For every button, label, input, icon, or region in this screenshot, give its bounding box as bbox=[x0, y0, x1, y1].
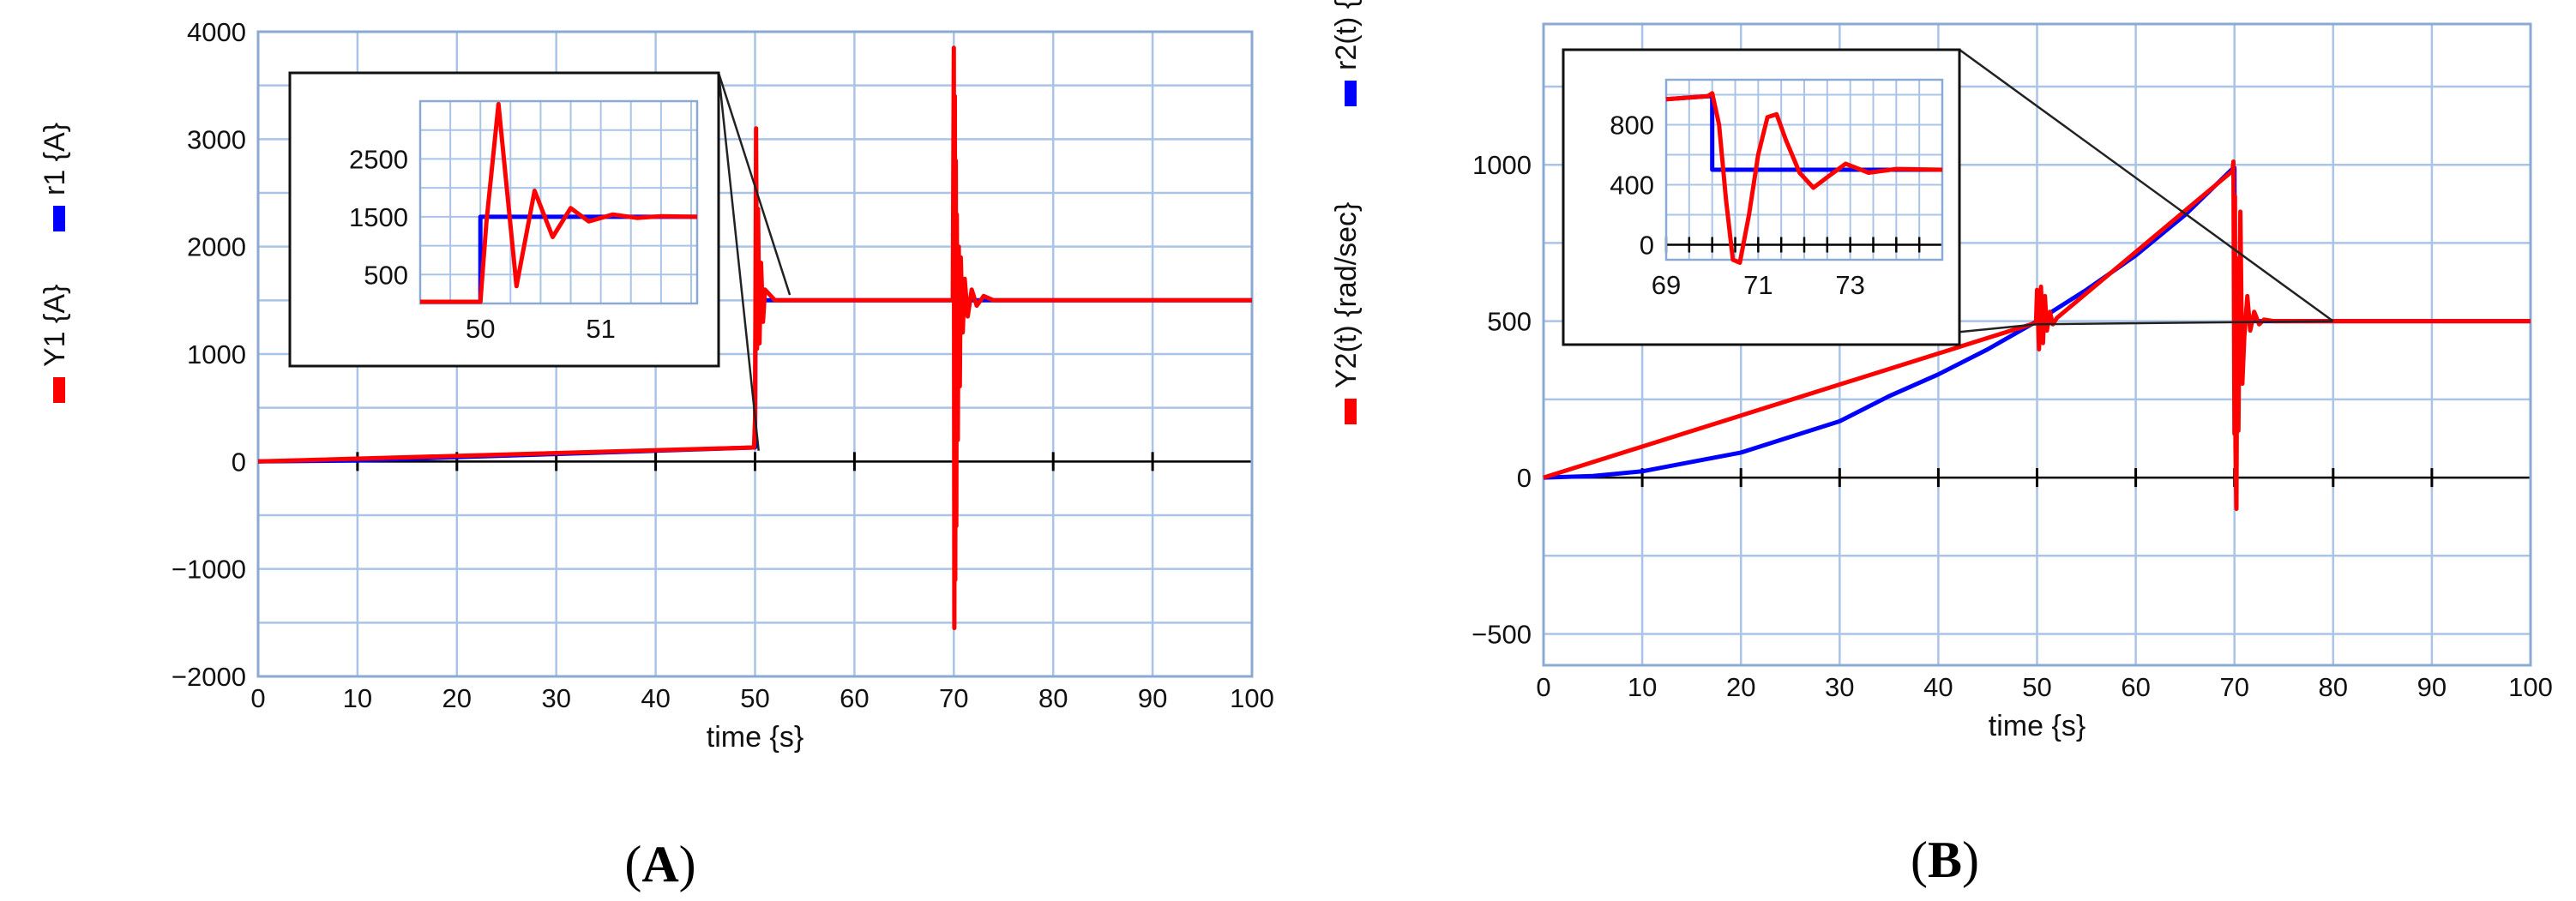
a-inset-y-tick-label: 500 bbox=[364, 260, 408, 290]
a-inset-x-tick-label: 50 bbox=[466, 314, 495, 344]
a-legend-marker bbox=[53, 206, 65, 231]
a-y-tick-label: 0 bbox=[232, 447, 246, 477]
b-x-tick-label: 30 bbox=[1825, 672, 1854, 702]
b-x-tick-label: 10 bbox=[1628, 672, 1657, 702]
a-x-tick-label: 100 bbox=[1230, 683, 1274, 713]
a-x-tick-label: 70 bbox=[939, 683, 968, 713]
b-x-tick-label: 70 bbox=[2219, 672, 2248, 702]
a-inset-series-y bbox=[420, 101, 698, 304]
b-y-tick-label: −500 bbox=[1472, 620, 1532, 650]
chart-a: 0 10 20 30 40 50 60 70 80 90 100 −2000 −1000 0 1000 200… bbox=[39, 17, 1274, 754]
b-x-tick-label: 80 bbox=[2319, 672, 2348, 702]
a-legend-marker bbox=[53, 377, 65, 403]
b-y-tick-label: 500 bbox=[1487, 307, 1532, 337]
b-inset-y-tick-label: 0 bbox=[1640, 231, 1654, 261]
a-y-tick-label: −1000 bbox=[172, 555, 246, 585]
a-x-tick-label: 20 bbox=[442, 683, 472, 713]
a-inset-box bbox=[288, 71, 720, 368]
a-inset-y-tick-label: 1500 bbox=[349, 202, 408, 232]
a-legend-label: r1 {A} bbox=[39, 123, 71, 195]
a-x-tick-label: 0 bbox=[250, 683, 265, 713]
b-plot-frame bbox=[1542, 22, 2532, 667]
a-y-tick-label: 3000 bbox=[187, 124, 246, 154]
b-legend-marker bbox=[1345, 81, 1357, 106]
a-legend-label: Y1 {A} bbox=[39, 285, 71, 367]
b-legend-marker bbox=[1345, 399, 1357, 424]
a-zoom-connector bbox=[717, 72, 760, 451]
b-x-tick-label: 0 bbox=[1536, 672, 1550, 702]
b-x-tick-label: 60 bbox=[2121, 672, 2150, 702]
b-inset-x-tick-label: 73 bbox=[1835, 270, 1864, 300]
a-x-tick-label: 60 bbox=[840, 683, 869, 713]
b-y-tick-label: 1000 bbox=[1472, 150, 1532, 180]
a-x-tick-label: 30 bbox=[541, 683, 570, 713]
b-inset-y-tick-label: 400 bbox=[1610, 171, 1654, 201]
a-inset-frame bbox=[418, 99, 699, 305]
b-zoom-connector bbox=[1959, 48, 2334, 322]
a-x-tick-label: 90 bbox=[1138, 683, 1167, 713]
a-y-tick-label: 2000 bbox=[187, 232, 246, 262]
a-plot-frame bbox=[256, 30, 1254, 678]
b-x-tick-label: 100 bbox=[2508, 672, 2553, 702]
b-inset-x-tick-label: 71 bbox=[1743, 270, 1773, 300]
a-x-tick-label: 80 bbox=[1038, 683, 1068, 713]
a-series-line-y bbox=[257, 45, 1252, 631]
b-inset-box bbox=[1562, 48, 1961, 346]
b-inset-x-tick-label: 69 bbox=[1652, 270, 1681, 300]
b-x-tick-label: 50 bbox=[2022, 672, 2051, 702]
a-legend: Y1 {A} r1 {A} bbox=[39, 123, 71, 403]
a-x-axis-title: time {s} bbox=[707, 721, 803, 754]
b-x-tick-label: 20 bbox=[1726, 672, 1755, 702]
b-x-tick-label: 40 bbox=[1923, 672, 1953, 702]
b-y-tick-label: 0 bbox=[1517, 463, 1532, 493]
a-y-tick-label: −2000 bbox=[172, 662, 246, 692]
a-y-tick-label: 4000 bbox=[187, 17, 246, 47]
b-x-axis-title: time {s} bbox=[1989, 710, 2085, 742]
b-inset-series-y bbox=[1665, 91, 1943, 265]
a-zoom-connector bbox=[717, 72, 791, 296]
a-x-tick-label: 10 bbox=[343, 683, 372, 713]
b-legend: Y2(t) {rad/sec} r2(t) {rad/sec} bbox=[1330, 0, 1363, 424]
b-legend-label: Y2(t) {rad/sec} bbox=[1330, 202, 1363, 388]
a-inset-y-tick-label: 2500 bbox=[349, 144, 408, 174]
b-zoom-connector bbox=[2037, 320, 2333, 326]
a-y-tick-label: 1000 bbox=[187, 339, 246, 369]
a-x-tick-label: 40 bbox=[641, 683, 670, 713]
b-legend-label: r2(t) {rad/sec} bbox=[1330, 0, 1363, 70]
b-inset-y-tick-label: 800 bbox=[1610, 111, 1654, 141]
panel-label-b: (B) bbox=[1911, 832, 1979, 888]
b-x-tick-label: 90 bbox=[2417, 672, 2447, 702]
a-inset-x-tick-label: 51 bbox=[586, 314, 615, 344]
panel-label-a: (A) bbox=[624, 836, 695, 892]
a-series bbox=[257, 45, 1252, 631]
a-x-tick-label: 50 bbox=[740, 683, 769, 713]
